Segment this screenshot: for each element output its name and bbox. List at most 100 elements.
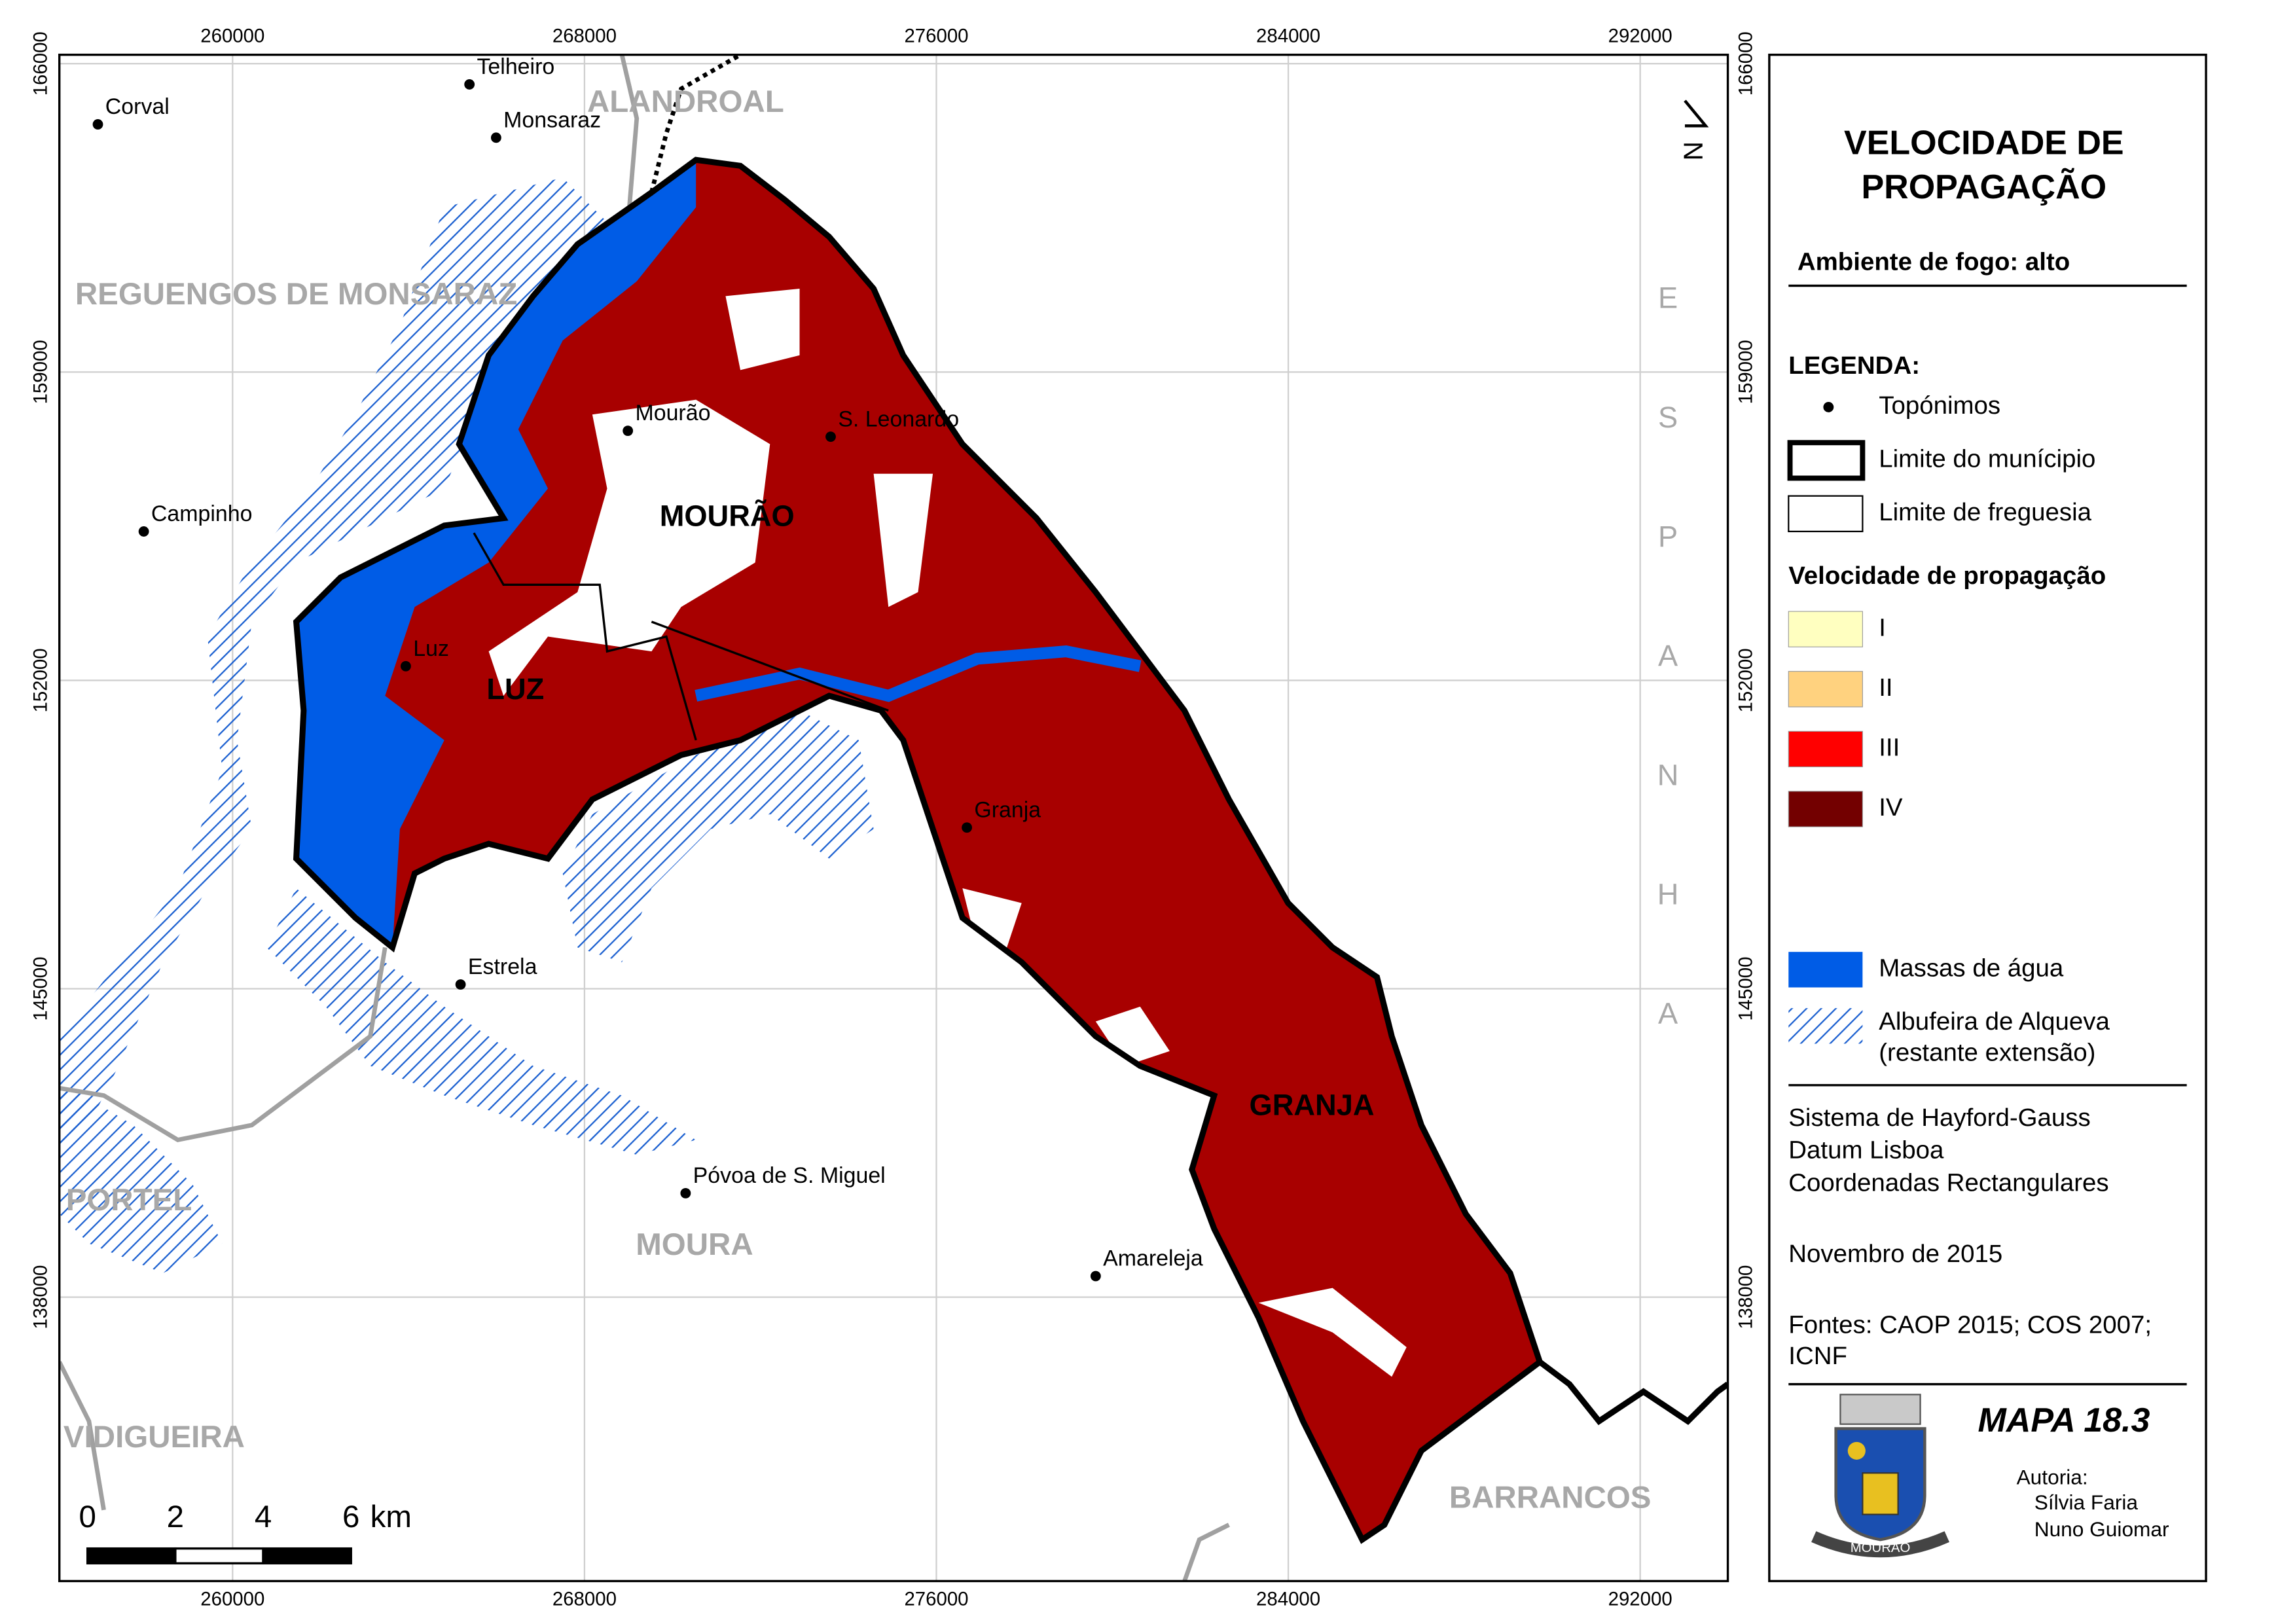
- arrow: [1684, 99, 1709, 128]
- author: Nuno Guiomar: [2034, 1517, 2169, 1541]
- note: Coordenadas Rectangulares: [1788, 1168, 2108, 1197]
- y-tick-label: 159000: [1735, 340, 1757, 404]
- municipality-label: ALANDROAL: [587, 84, 784, 119]
- y-tick-label: 166000: [29, 31, 51, 96]
- speed-class-swatch: [1788, 671, 1863, 708]
- speed-class-swatch: [1788, 611, 1863, 647]
- speed-class-swatch: [1788, 731, 1863, 768]
- municipality-label: PORTEL: [66, 1183, 192, 1218]
- legend-heading: LEGENDA:: [1788, 352, 1920, 380]
- subtitle: Ambiente de fogo: alto: [1798, 248, 2070, 276]
- scale-unit: km: [370, 1500, 412, 1534]
- legend-panel: VELOCIDADE DE PROPAGAÇÃO Ambiente de fogo:…: [1768, 53, 2207, 1583]
- water-area: [296, 162, 696, 948]
- north-arrow: N: [1678, 99, 1709, 160]
- x-tick-label: 268000: [552, 1589, 617, 1610]
- town-marker: [92, 119, 103, 130]
- x-tick-label: 260000: [200, 25, 264, 46]
- speed-class-label: I: [1879, 613, 1886, 641]
- x-tick-label: 292000: [1608, 1589, 1672, 1610]
- town-marker: [962, 822, 972, 833]
- municipality-label: VIDIGUEIRA: [63, 1420, 245, 1454]
- x-tick-label: 268000: [552, 25, 617, 46]
- white-patch: [873, 473, 933, 607]
- sources: ICNF: [1788, 1342, 1847, 1370]
- town-marker: [825, 431, 836, 442]
- map-frame: [58, 53, 1729, 1583]
- speed-class-swatch: [1788, 791, 1863, 827]
- sun: [1847, 1441, 1866, 1460]
- town-label: S. Leonardo: [838, 406, 959, 431]
- map-area: Corval Telheiro Monsaraz Mourão S. Leonardo C…: [59, 54, 1728, 1581]
- y-tick-label: 152000: [1735, 648, 1757, 712]
- legend-item: Topónimos: [1879, 391, 2000, 420]
- town-label: Amareleja: [1103, 1246, 1203, 1271]
- town-label: Monsaraz: [503, 107, 601, 132]
- town-label: Corval: [105, 94, 170, 119]
- labels: Corval Telheiro Monsaraz Mourão S. Leonardo C…: [63, 54, 1685, 1515]
- scale-segment: [262, 1547, 352, 1564]
- y-tick-label: 138000: [1735, 1265, 1757, 1329]
- y-tick-label: 138000: [29, 1265, 51, 1329]
- tower: [1862, 1472, 1899, 1515]
- white-patch: [488, 399, 770, 696]
- scale-segment: [86, 1547, 177, 1564]
- legend-item: Limite do munícipio: [1879, 445, 2095, 473]
- map-title: VELOCIDADE DE: [1844, 124, 2124, 162]
- town-marker: [138, 526, 149, 537]
- town-label: Telheiro: [477, 54, 554, 79]
- y-tick-label: 145000: [29, 956, 51, 1020]
- parish-symbol: [1788, 495, 1864, 533]
- town-label: Luz: [413, 636, 449, 661]
- scale-label: 0: [79, 1500, 96, 1534]
- x-tick-label: 284000: [1256, 25, 1320, 46]
- water-label: Massas de água: [1879, 954, 2064, 983]
- town-label: Campinho: [151, 501, 253, 526]
- note: Datum Lisboa: [1788, 1136, 1944, 1164]
- coat-of-arms: MOURÃO: [1811, 1394, 1949, 1558]
- country-label: ESPANHA: [1652, 281, 1685, 1116]
- municipality-label: REGUENGOS DE MONSARAZ: [75, 277, 517, 312]
- municipality-symbol: [1787, 440, 1866, 481]
- x-tick-label: 292000: [1608, 25, 1672, 46]
- x-tick-label: 260000: [200, 1589, 264, 1610]
- municipality-label: MOURA: [636, 1227, 753, 1262]
- reservoir-portel: [59, 1080, 223, 1273]
- scale-label: 2: [167, 1500, 184, 1534]
- x-tick-label: 276000: [904, 25, 968, 46]
- y-tick-label: 159000: [29, 340, 51, 404]
- speed-class-label: IV: [1879, 793, 1903, 821]
- border-line: [1182, 1523, 1230, 1581]
- scale-label: 4: [255, 1500, 272, 1534]
- speed-class-label: II: [1879, 674, 1892, 702]
- national-border: [1538, 1360, 1728, 1426]
- map-title: PROPAGAÇÃO: [1862, 168, 2107, 206]
- date: Novembro de 2015: [1788, 1240, 2002, 1268]
- scale-bar: 0 2 4 6 km: [79, 1500, 412, 1564]
- town-label: Granja: [974, 797, 1041, 822]
- national-border-dashed: [649, 54, 742, 193]
- town-marker: [401, 660, 411, 672]
- town-label: Mourão: [635, 401, 710, 425]
- parish-boundary: [473, 532, 889, 741]
- reservoir-swatch: [1788, 1008, 1863, 1044]
- y-tick-label: 145000: [1735, 956, 1757, 1020]
- border-line: [59, 947, 388, 1143]
- town-marker: [680, 1187, 691, 1199]
- town-label: Estrela: [468, 954, 537, 979]
- municipality-boundary: [293, 156, 1544, 1544]
- water-swatch: [1788, 952, 1863, 988]
- coordinate-ticks: 260000 260000 268000 268000 276000 276000 2840…: [29, 25, 1756, 1610]
- parish-label: LUZ: [486, 672, 544, 706]
- parish-label: MOURÃO: [660, 499, 795, 533]
- parish-label: GRANJA: [1250, 1089, 1375, 1122]
- white-patch: [725, 289, 800, 370]
- legend-heading: Velocidade de propagação: [1788, 562, 2106, 590]
- white-patch: [962, 888, 1022, 948]
- town-marker: [455, 979, 466, 990]
- x-tick-label: 276000: [904, 1589, 968, 1610]
- reservoir-center: [562, 710, 874, 963]
- town-marker: [464, 79, 475, 90]
- border-line: [59, 1361, 106, 1511]
- legend-item: Limite de freguesia: [1879, 498, 2091, 526]
